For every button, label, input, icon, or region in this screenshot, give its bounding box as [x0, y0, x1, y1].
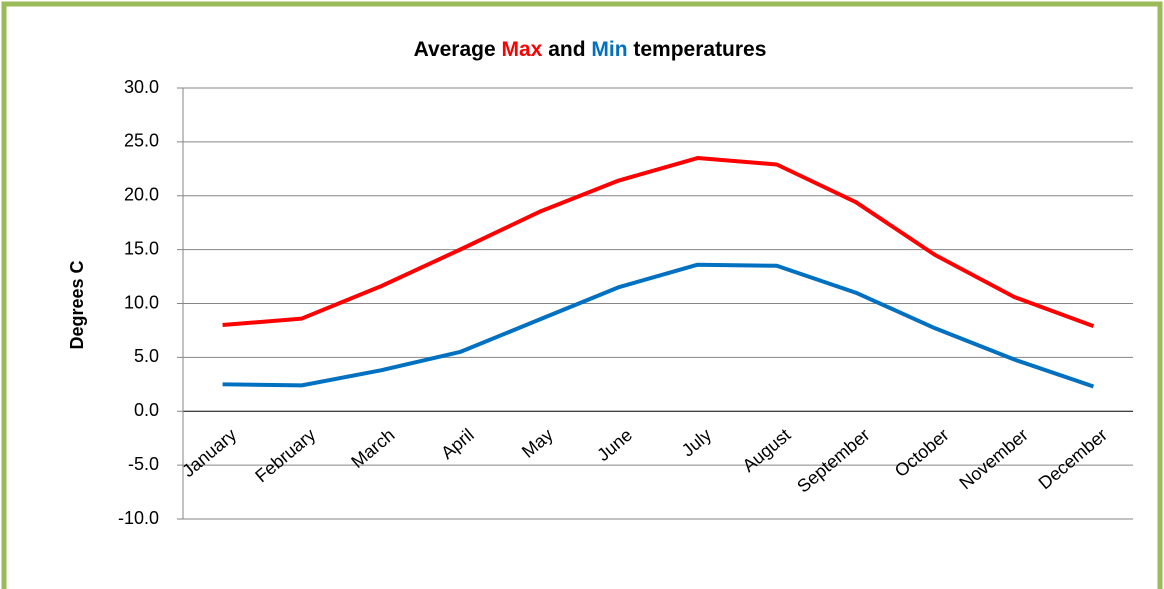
y-tick-label: 5.0 [134, 346, 159, 366]
chart-title: Average Max and Min temperatures [414, 38, 767, 61]
series-line [222, 156, 1095, 329]
y-tick-label: 30.0 [124, 77, 159, 97]
x-tick-label: December [1035, 425, 1111, 494]
x-tick-label: September [793, 425, 873, 497]
series-line [222, 262, 1095, 389]
y-axis-label: Degrees C [67, 260, 87, 349]
x-tick-label: May [518, 425, 557, 462]
y-tick-label: 20.0 [124, 185, 159, 205]
x-tick-label: August [739, 425, 795, 476]
x-tick-label: July [678, 425, 715, 461]
x-tick-label: June [593, 425, 636, 465]
y-tick-label: 25.0 [124, 131, 159, 151]
title-part: temperatures [628, 38, 767, 61]
title-part: Max [502, 38, 543, 61]
x-tick-label: October [891, 425, 953, 481]
y-tick-label: -5.0 [128, 454, 159, 474]
x-tick-label: April [437, 425, 477, 463]
x-tick-label: February [251, 425, 319, 487]
y-tick-label: 15.0 [124, 238, 159, 258]
y-tick-label: 10.0 [124, 292, 159, 312]
title-part: and [542, 38, 591, 61]
y-tick-label: 0.0 [134, 400, 159, 420]
x-tick-label: November [955, 425, 1031, 494]
title-part: Min [591, 38, 627, 61]
x-tick-label: January [178, 425, 240, 481]
y-tick-label: -10.0 [118, 508, 159, 528]
title-part: Average [414, 38, 502, 61]
